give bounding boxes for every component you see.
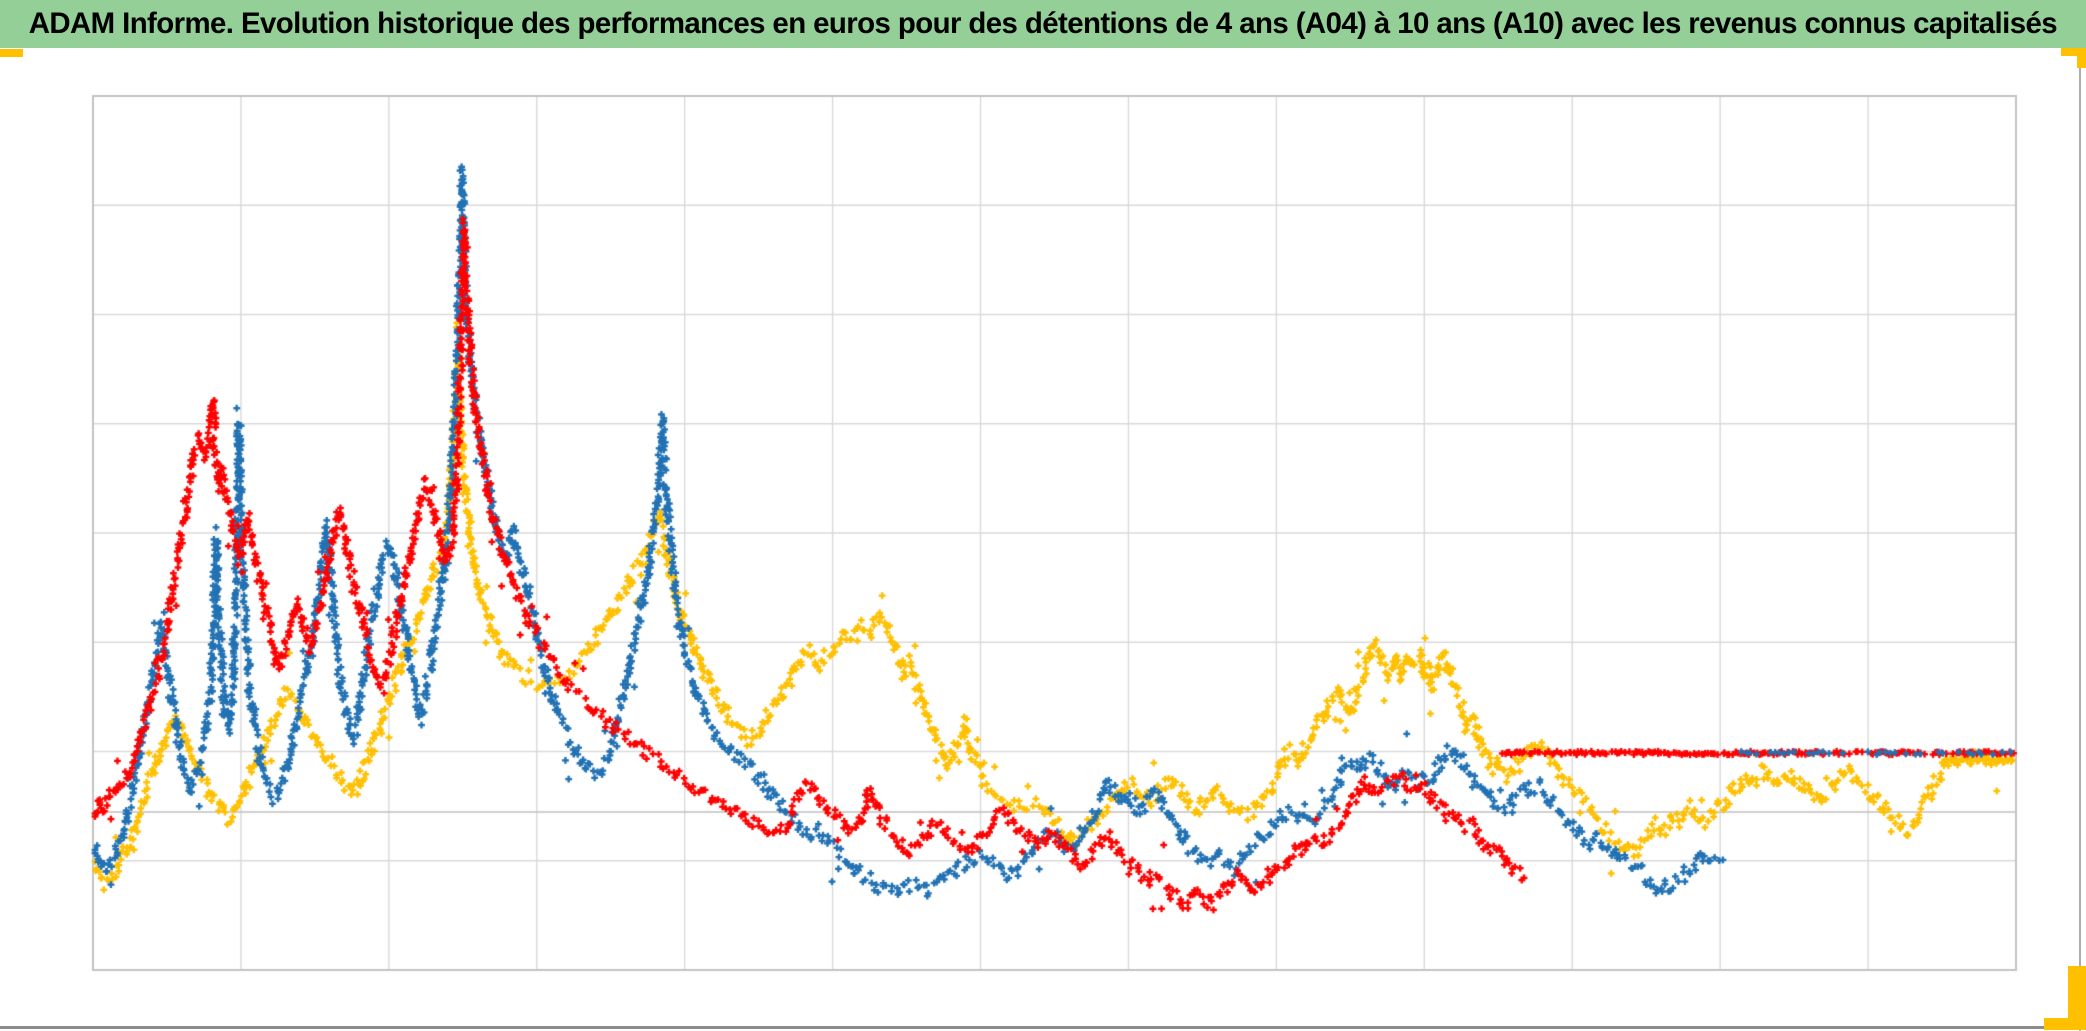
window-right-border xyxy=(2079,48,2081,1031)
chart-title: ADAM Informe. Evolution historique des p… xyxy=(28,7,2058,40)
selection-handle-bottom-right[interactable] xyxy=(2044,966,2086,1030)
selection-handle-top-right[interactable] xyxy=(2061,48,2086,68)
chart-title-bar: ADAM Informe. Evolution historique des p… xyxy=(0,0,2086,48)
selection-handle-top-left[interactable] xyxy=(0,49,23,57)
window-bottom-border xyxy=(0,1026,2086,1029)
